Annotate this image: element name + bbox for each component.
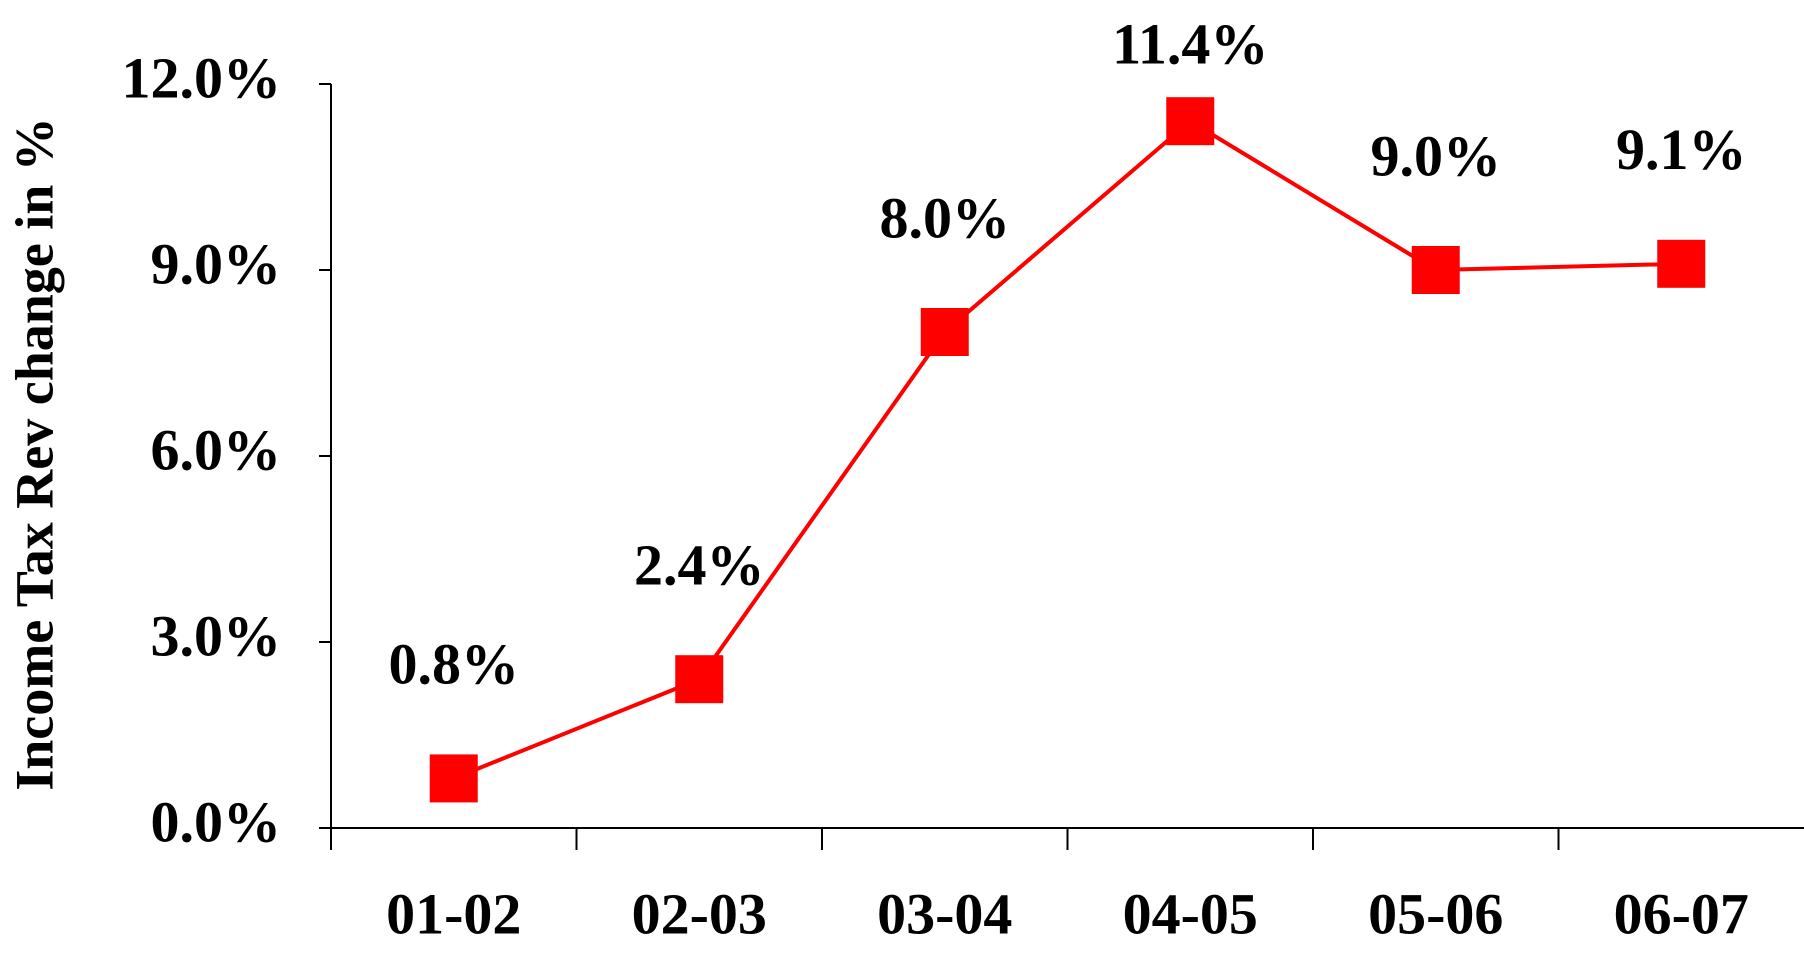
- marker: [920, 308, 969, 356]
- data-label: 0.8%: [389, 632, 520, 697]
- y-tick-label: 0.0%: [151, 789, 282, 854]
- x-tick-label: 01-02: [386, 881, 521, 946]
- data-label: 8.0%: [880, 185, 1011, 250]
- x-tick-label: 03-04: [877, 881, 1012, 946]
- marker: [1657, 239, 1706, 288]
- y-axis-title: Income Tax Rev change in %: [4, 117, 64, 791]
- data-label: 11.4%: [1112, 11, 1268, 76]
- marker: [675, 655, 724, 704]
- marker: [1166, 97, 1215, 146]
- line: [453, 118, 1682, 781]
- y-tick-label: 6.0%: [151, 417, 282, 482]
- marker: [429, 754, 478, 803]
- x-tick-label: 04-05: [1123, 881, 1258, 946]
- marker: [1411, 246, 1460, 294]
- y-tick-label: 12.0%: [122, 45, 282, 110]
- data-label: 9.1%: [1616, 117, 1747, 182]
- y-tick-label: 9.0%: [151, 231, 282, 296]
- x-tick-label: 05-06: [1368, 881, 1503, 946]
- x-tick-label: 02-03: [632, 881, 767, 946]
- data-label: 2.4%: [634, 533, 765, 598]
- x-tick-label: 06-07: [1614, 881, 1749, 946]
- y-tick-label: 3.0%: [151, 603, 282, 668]
- data-label: 9.0%: [1371, 123, 1502, 188]
